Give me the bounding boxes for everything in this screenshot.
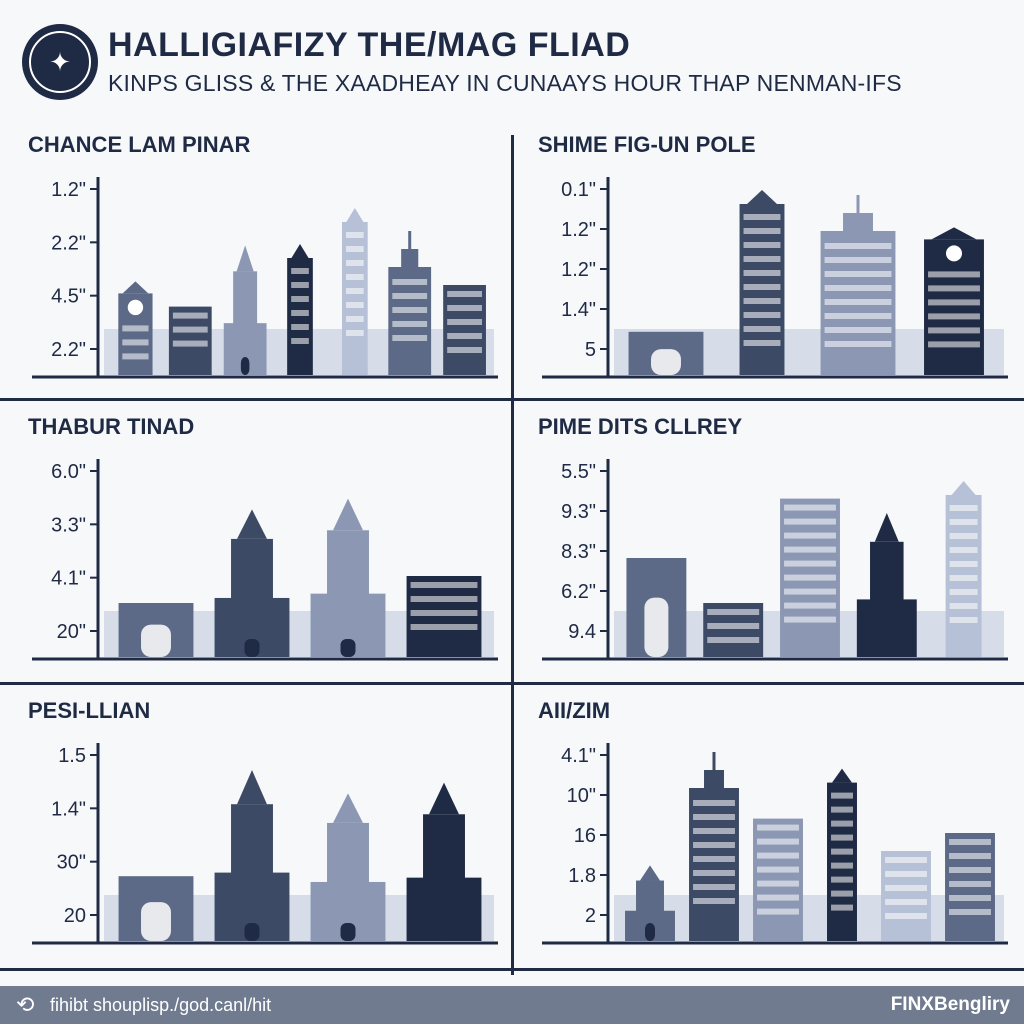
- building-temple: [625, 865, 675, 941]
- emblem-icon: ✦: [22, 24, 98, 100]
- chart-panel-6: AII/ZIM 4.1" 10" 16 1.8 2: [538, 698, 1024, 963]
- tick-label: 5: [585, 339, 596, 361]
- footer-url[interactable]: fihibt shouplisp./god.canl/hit: [50, 995, 272, 1015]
- tick-label: 4.5": [51, 286, 86, 308]
- tick-label: 4.1": [561, 745, 596, 767]
- building-temple: [856, 513, 917, 657]
- building-block: [753, 818, 803, 941]
- building-temple: [406, 782, 482, 941]
- chart-panel-4: PIME DITS CLLREY 5.5" 9.3" 8.3" 6.2" 9.4: [538, 414, 1024, 679]
- ground-band: [614, 895, 1004, 941]
- building-tower: [739, 190, 785, 375]
- tick-label: 20": [57, 621, 86, 643]
- building-gate: [118, 876, 194, 941]
- header: ✦ HALLIGIAFIZY THE/MAG FLIAD KINPS GLISS…: [0, 0, 1024, 110]
- page-title: HALLIGIAFIZY THE/MAG FLIAD: [108, 26, 631, 64]
- chart-title: THABUR TINAD: [28, 414, 195, 439]
- building-gate: [626, 558, 687, 657]
- chart-panel-2: SHIME FIG-UN POLE 0.1" 1.2" 1.2" 1.4" 5: [538, 132, 1024, 397]
- tick-label: 1.2": [561, 219, 596, 241]
- building-spire-block: [820, 195, 896, 375]
- building-temple: [310, 793, 386, 941]
- building-tower: [342, 208, 368, 375]
- footer-brand: FINXBengliry: [890, 994, 1010, 1015]
- tick-label: 0.1": [561, 179, 596, 201]
- tick-label: 1.4": [561, 299, 596, 321]
- footer-bar: ⟲ fihibt shouplisp./god.canl/hit FINXBen…: [0, 986, 1024, 1024]
- building-spire-block: [689, 752, 739, 941]
- building-temple: [214, 509, 290, 657]
- chart-svg: 4.1" 10" 16 1.8 2: [542, 743, 1008, 945]
- tick-label: 4.1": [51, 568, 86, 590]
- tick-label: 9.4: [568, 621, 596, 643]
- tick-label: 3.3": [51, 514, 86, 536]
- tick-label: 1.8: [568, 865, 596, 887]
- chart-title: PESI-LLIAN: [28, 698, 151, 723]
- chart-svg: 6.0" 3.3" 4.1" 20": [32, 459, 498, 661]
- share-icon[interactable]: ⟲: [16, 992, 35, 1017]
- chart-title: PIME DITS CLLREY: [538, 414, 743, 439]
- building-block: [881, 851, 931, 941]
- grid-divider-row-2: [0, 682, 1024, 685]
- chart-title: AII/ZIM: [538, 698, 611, 723]
- tick-label: 16: [574, 825, 596, 847]
- chart-svg: 1.2" 2.2" 4.5" 2.2": [32, 177, 498, 379]
- building-spire-block: [388, 231, 432, 375]
- grid-divider-row-1: [0, 398, 1024, 401]
- tick-label: 2.2": [51, 339, 86, 361]
- tick-label: 6.2": [561, 581, 596, 603]
- tick-label: 1.4": [51, 798, 86, 820]
- building-temple: [310, 498, 386, 657]
- building-block: [168, 306, 212, 375]
- building-tower: [945, 481, 982, 657]
- building-temple: [223, 245, 267, 375]
- tick-label: 8.3": [561, 541, 596, 563]
- building-block: [703, 603, 764, 657]
- building-tower: [827, 768, 857, 941]
- tick-label: 6.0": [51, 461, 86, 483]
- building-gate: [628, 331, 704, 375]
- tick-label: 20: [64, 905, 86, 927]
- tick-label: 1.5: [58, 745, 86, 767]
- building-clocktower: [924, 227, 984, 375]
- building-block: [780, 498, 840, 657]
- chart-panel-5: PESI-LLIAN 1.5 1.4" 30" 20: [28, 698, 518, 963]
- chart-svg: 0.1" 1.2" 1.2" 1.4" 5: [542, 177, 1008, 379]
- building-temple: [214, 770, 290, 941]
- building-block: [406, 576, 482, 657]
- building-block: [443, 285, 486, 375]
- tick-label: 2: [585, 905, 596, 927]
- building-gate: [118, 603, 194, 657]
- grid-divider-row-3: [0, 968, 1024, 971]
- tick-label: 2.2": [51, 232, 86, 254]
- tick-label: 1.2": [51, 179, 86, 201]
- emblem-figure-icon: ✦: [29, 31, 91, 93]
- tick-label: 1.2": [561, 259, 596, 281]
- building-clocktower: [118, 281, 153, 375]
- chart-svg: 1.5 1.4" 30" 20: [32, 743, 498, 945]
- chart-panel-1: CHANCE LAM PINAR 1.2" 2.2" 4.5" 2.2": [28, 132, 518, 397]
- chart-title: SHIME FIG-UN POLE: [538, 132, 756, 157]
- building-block: [945, 833, 995, 941]
- tick-label: 10": [567, 785, 596, 807]
- chart-title: CHANCE LAM PINAR: [28, 132, 251, 157]
- chart-panel-3: THABUR TINAD 6.0" 3.3" 4.1" 20": [28, 414, 518, 679]
- building-tower: [287, 244, 313, 375]
- chart-svg: 5.5" 9.3" 8.3" 6.2" 9.4: [542, 459, 1008, 661]
- grid-divider-vertical: [511, 135, 514, 975]
- page-subtitle: KINPS GLISS & THE XAADHEAY IN CUNAAYS HO…: [108, 70, 902, 96]
- tick-label: 30": [57, 852, 86, 874]
- tick-label: 5.5": [561, 461, 596, 483]
- tick-label: 9.3": [561, 501, 596, 523]
